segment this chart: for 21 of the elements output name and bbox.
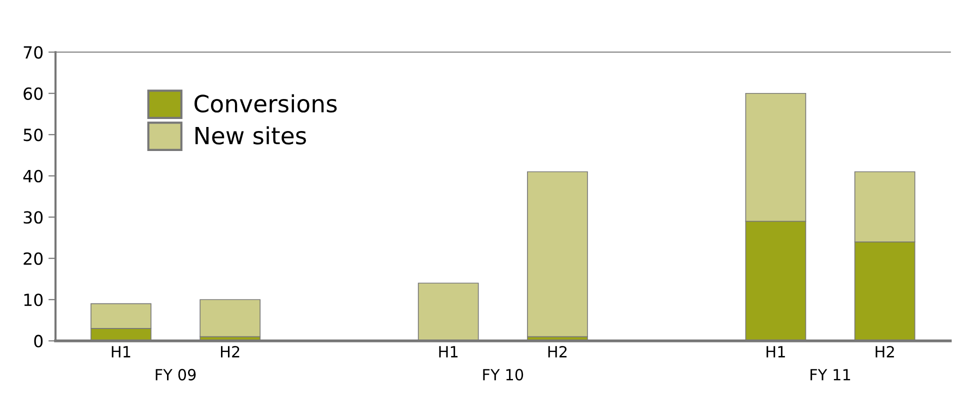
x-tick-label: H1 [439, 346, 458, 358]
legend-label: New sites [196, 126, 306, 145]
x-tick-label: H1 [112, 346, 130, 358]
text: FY 09 [156, 368, 196, 380]
bar [200, 299, 261, 338]
x-tick-label: H2 [876, 346, 894, 358]
text: FY 10 [483, 368, 524, 380]
y-tick-label: 50 [24, 128, 43, 142]
y-tick-label: 20 [24, 252, 43, 265]
text: FY 11 [810, 369, 850, 380]
x-tick-label: H1 [766, 346, 785, 358]
y-tick-label: 0 [34, 334, 43, 348]
legend-label: Conversions [194, 94, 337, 113]
bar [527, 171, 588, 338]
x-tick-label: H2 [220, 346, 240, 358]
y-tick-label: 70 [24, 46, 43, 59]
y-tick-label: 40 [23, 170, 43, 182]
y-tick-label: 30 [24, 211, 43, 224]
y-tick-label: 60 [24, 87, 43, 100]
y-tick-label: 10 [24, 294, 43, 306]
x-tick-label: H2 [548, 346, 567, 358]
